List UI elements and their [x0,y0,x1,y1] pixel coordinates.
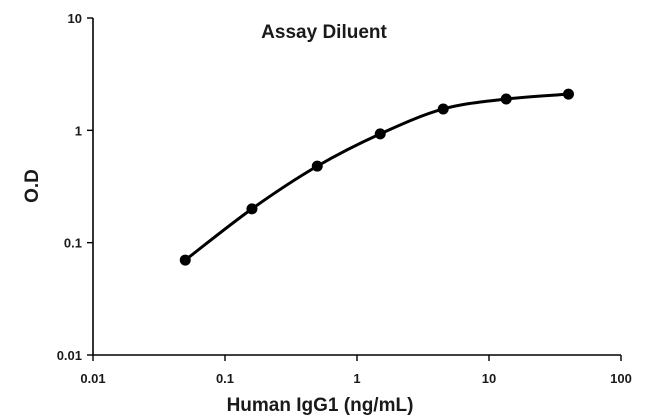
data-point [246,203,258,215]
x-tick-label: 1 [353,371,360,386]
chart-title: Assay Diluent [261,22,387,43]
y-ticks: 0.01 0.1 1 10 [57,11,93,363]
x-tick-label: 100 [610,371,632,386]
y-tick-label: 0.1 [64,236,82,251]
y-tick-label: 10 [68,11,82,26]
x-tick-label: 0.1 [216,371,234,386]
data-point [437,103,449,115]
data-point [374,128,386,140]
data-point [562,88,574,100]
data-point [500,93,512,105]
series-curve [183,92,570,262]
x-axis-label: Human IgG1 (ng/mL) [227,395,414,416]
data-point [311,160,323,172]
y-axis-label: O.D [22,169,43,203]
x-tick-label: 0.01 [80,371,105,386]
x-ticks: 0.01 0.1 1 10 100 [80,355,632,386]
axes [92,18,621,356]
y-tick-label: 1 [75,123,82,138]
x-tick-label: 10 [482,371,496,386]
y-tick-label: 0.01 [57,348,82,363]
data-points [179,88,574,266]
data-point [179,254,191,266]
